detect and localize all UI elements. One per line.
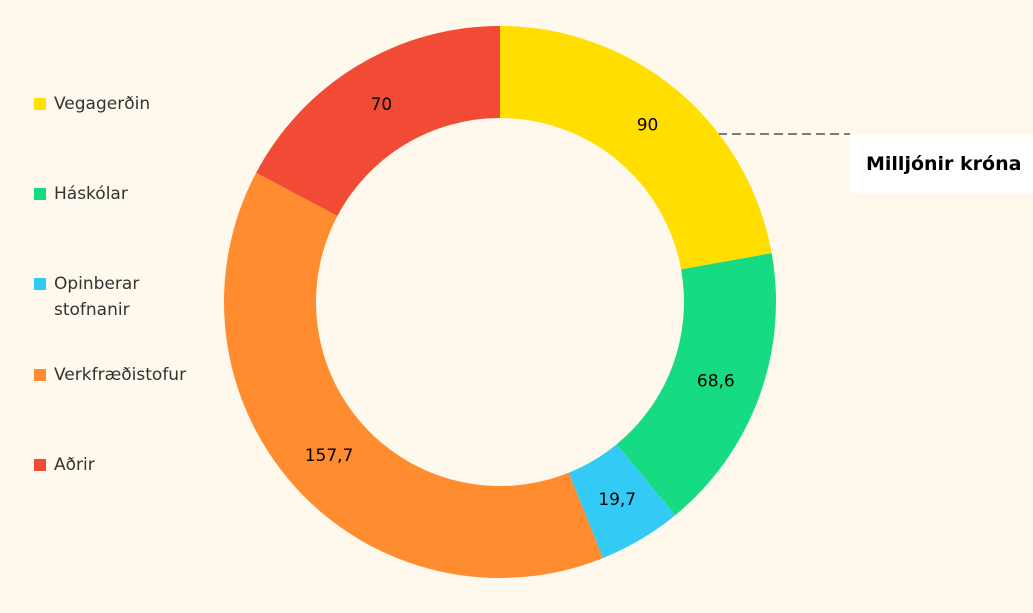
legend-swatch — [34, 369, 46, 381]
legend-item: Háskólar — [34, 181, 194, 207]
donut-slice — [256, 26, 500, 216]
legend-swatch — [34, 98, 46, 110]
legend-item: Aðrir — [34, 452, 194, 478]
donut-slice — [568, 444, 676, 559]
legend-label: Aðrir — [54, 455, 95, 475]
data-label: 90 — [637, 116, 659, 136]
legend-label: Vegagerðin — [54, 94, 151, 114]
legend-item: Opinberar stofnanir — [34, 271, 194, 323]
donut-slice — [500, 26, 772, 270]
legend-swatch — [34, 459, 46, 471]
legend-swatch — [34, 278, 46, 290]
data-label: 19,7 — [598, 490, 636, 510]
legend-swatch — [34, 188, 46, 200]
annotation: Milljónir króna — [850, 135, 1033, 193]
donut-slice — [616, 253, 776, 516]
legend-label: Háskólar — [54, 184, 128, 204]
legend-item: Verkfræðistofur — [34, 362, 194, 388]
donut-slice — [223, 172, 603, 579]
data-label: 157,7 — [305, 446, 354, 466]
legend-label: Opinberar stofnanir — [54, 274, 140, 320]
legend-label: Verkfræðistofur — [54, 365, 187, 385]
data-label: 68,6 — [697, 371, 735, 391]
data-label: 70 — [371, 95, 393, 115]
legend-item: Vegagerðin — [34, 91, 194, 117]
